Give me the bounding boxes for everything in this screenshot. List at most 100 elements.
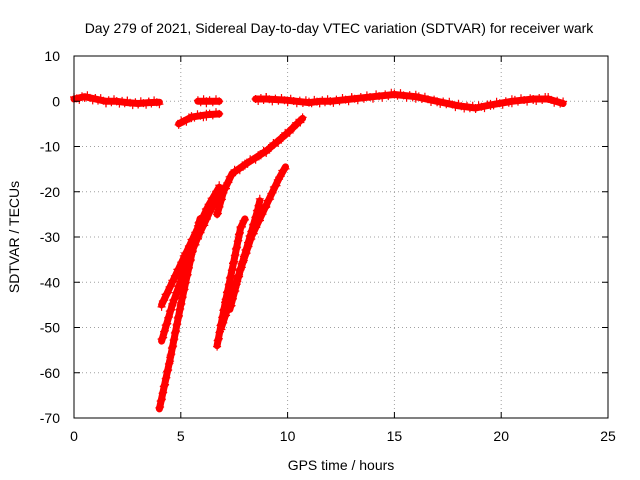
data-point-marker [196,216,204,225]
x-tick-label: 15 [387,428,403,444]
chart-title: Day 279 of 2021, Sidereal Day-to-day VTE… [85,20,595,36]
data-point-marker [274,139,283,147]
x-tick-label: 0 [70,428,78,444]
data-point-marker [181,278,190,287]
y-tick-label: -20 [40,184,60,200]
data-point-marker [251,155,260,164]
data-point-marker [221,312,230,321]
data-point-marker [162,320,171,329]
data-point-marker [187,249,196,258]
data-point-marker [170,295,179,304]
data-point-marker [247,227,256,236]
y-tick-label: -30 [40,229,60,245]
data-point-marker [243,159,252,168]
data-point-marker [235,266,244,275]
data-point-marker [179,286,188,295]
data-series [225,194,264,313]
data-point-marker [298,113,307,122]
y-axis-label: SDTVAR / TECUs [6,181,22,293]
data-point-marker [296,118,305,127]
y-tick-label: -10 [40,139,60,155]
data-point-marker [182,117,191,126]
data-point-marker [276,172,285,181]
data-point-marker [272,181,281,190]
data-point-marker [177,258,186,267]
data-point-marker [172,271,181,280]
data-point-marker [262,202,271,211]
data-series [213,215,249,351]
data-point-marker [248,226,257,235]
data-point-marker [165,307,174,316]
data-point-marker [177,299,186,308]
data-point-marker [194,218,203,227]
data-series [174,108,224,129]
data-point-marker [157,335,166,344]
data-point-marker [161,374,170,383]
data-point-marker [239,252,248,261]
data-point-marker [158,334,167,343]
data-point-marker [159,382,168,391]
data-point-marker [174,264,183,273]
data-series [70,91,164,110]
data-point-marker [254,201,263,210]
data-point-marker [160,326,169,335]
data-point-marker [227,301,236,310]
data-point-marker [166,282,175,291]
data-point-marker [168,301,177,310]
x-tick-label: 25 [600,428,616,444]
data-point-marker [235,166,244,175]
data-point-marker [165,282,174,291]
data-point-marker [255,194,264,203]
data-point-marker [161,321,170,330]
data-point-marker [218,319,227,328]
data-point-marker [262,149,271,157]
data-point-marker [202,215,211,223]
data-point-marker [240,251,249,260]
data-point-marker [192,232,201,240]
data-point-marker [162,289,171,298]
data-point-marker [216,197,225,206]
data-point-marker [279,165,288,174]
data-point-marker [250,219,259,228]
data-point-marker [191,233,200,241]
ticks: 0 5 10 15 20 25 10 0 -10 -20 -30 -40 -50 -60 -70 [40,48,616,444]
data-point-marker [239,216,248,225]
data-point-marker [222,311,231,320]
data-point-marker [215,202,224,211]
data-point-marker [241,246,250,254]
data-point-marker [218,189,227,198]
data-point-marker [155,403,164,412]
data-point-marker [238,259,247,268]
data-point-marker [213,209,222,218]
data-point-marker [168,278,177,287]
data-point-marker [174,120,183,129]
data-point-marker [215,97,224,106]
data-point-marker [275,173,284,182]
data-point-marker [251,213,260,222]
data-point-marker [268,188,277,197]
data-point-marker [232,281,240,290]
data-point-marker [164,313,173,322]
data-point-marker [224,178,233,187]
data-point-marker [171,294,180,303]
y-tick-label: -40 [40,274,60,290]
data-point-marker [236,223,245,232]
data-point-marker [267,189,276,198]
data-point-marker [170,271,179,280]
data-point-marker [271,182,280,191]
data-point-marker [226,302,235,311]
data-point-marker [186,257,195,265]
data-point-marker [207,205,216,214]
data-point-marker [246,231,255,240]
data-point-marker [244,238,252,247]
data-point-marker [220,313,229,321]
x-tick-label: 20 [493,428,509,444]
data-point-marker [252,206,261,215]
data-point-marker [217,195,226,204]
data-point-marker [190,240,199,248]
data-point-marker [184,264,193,273]
data-point-marker [189,241,198,249]
data-series [213,113,307,219]
data-point-marker [248,220,257,229]
